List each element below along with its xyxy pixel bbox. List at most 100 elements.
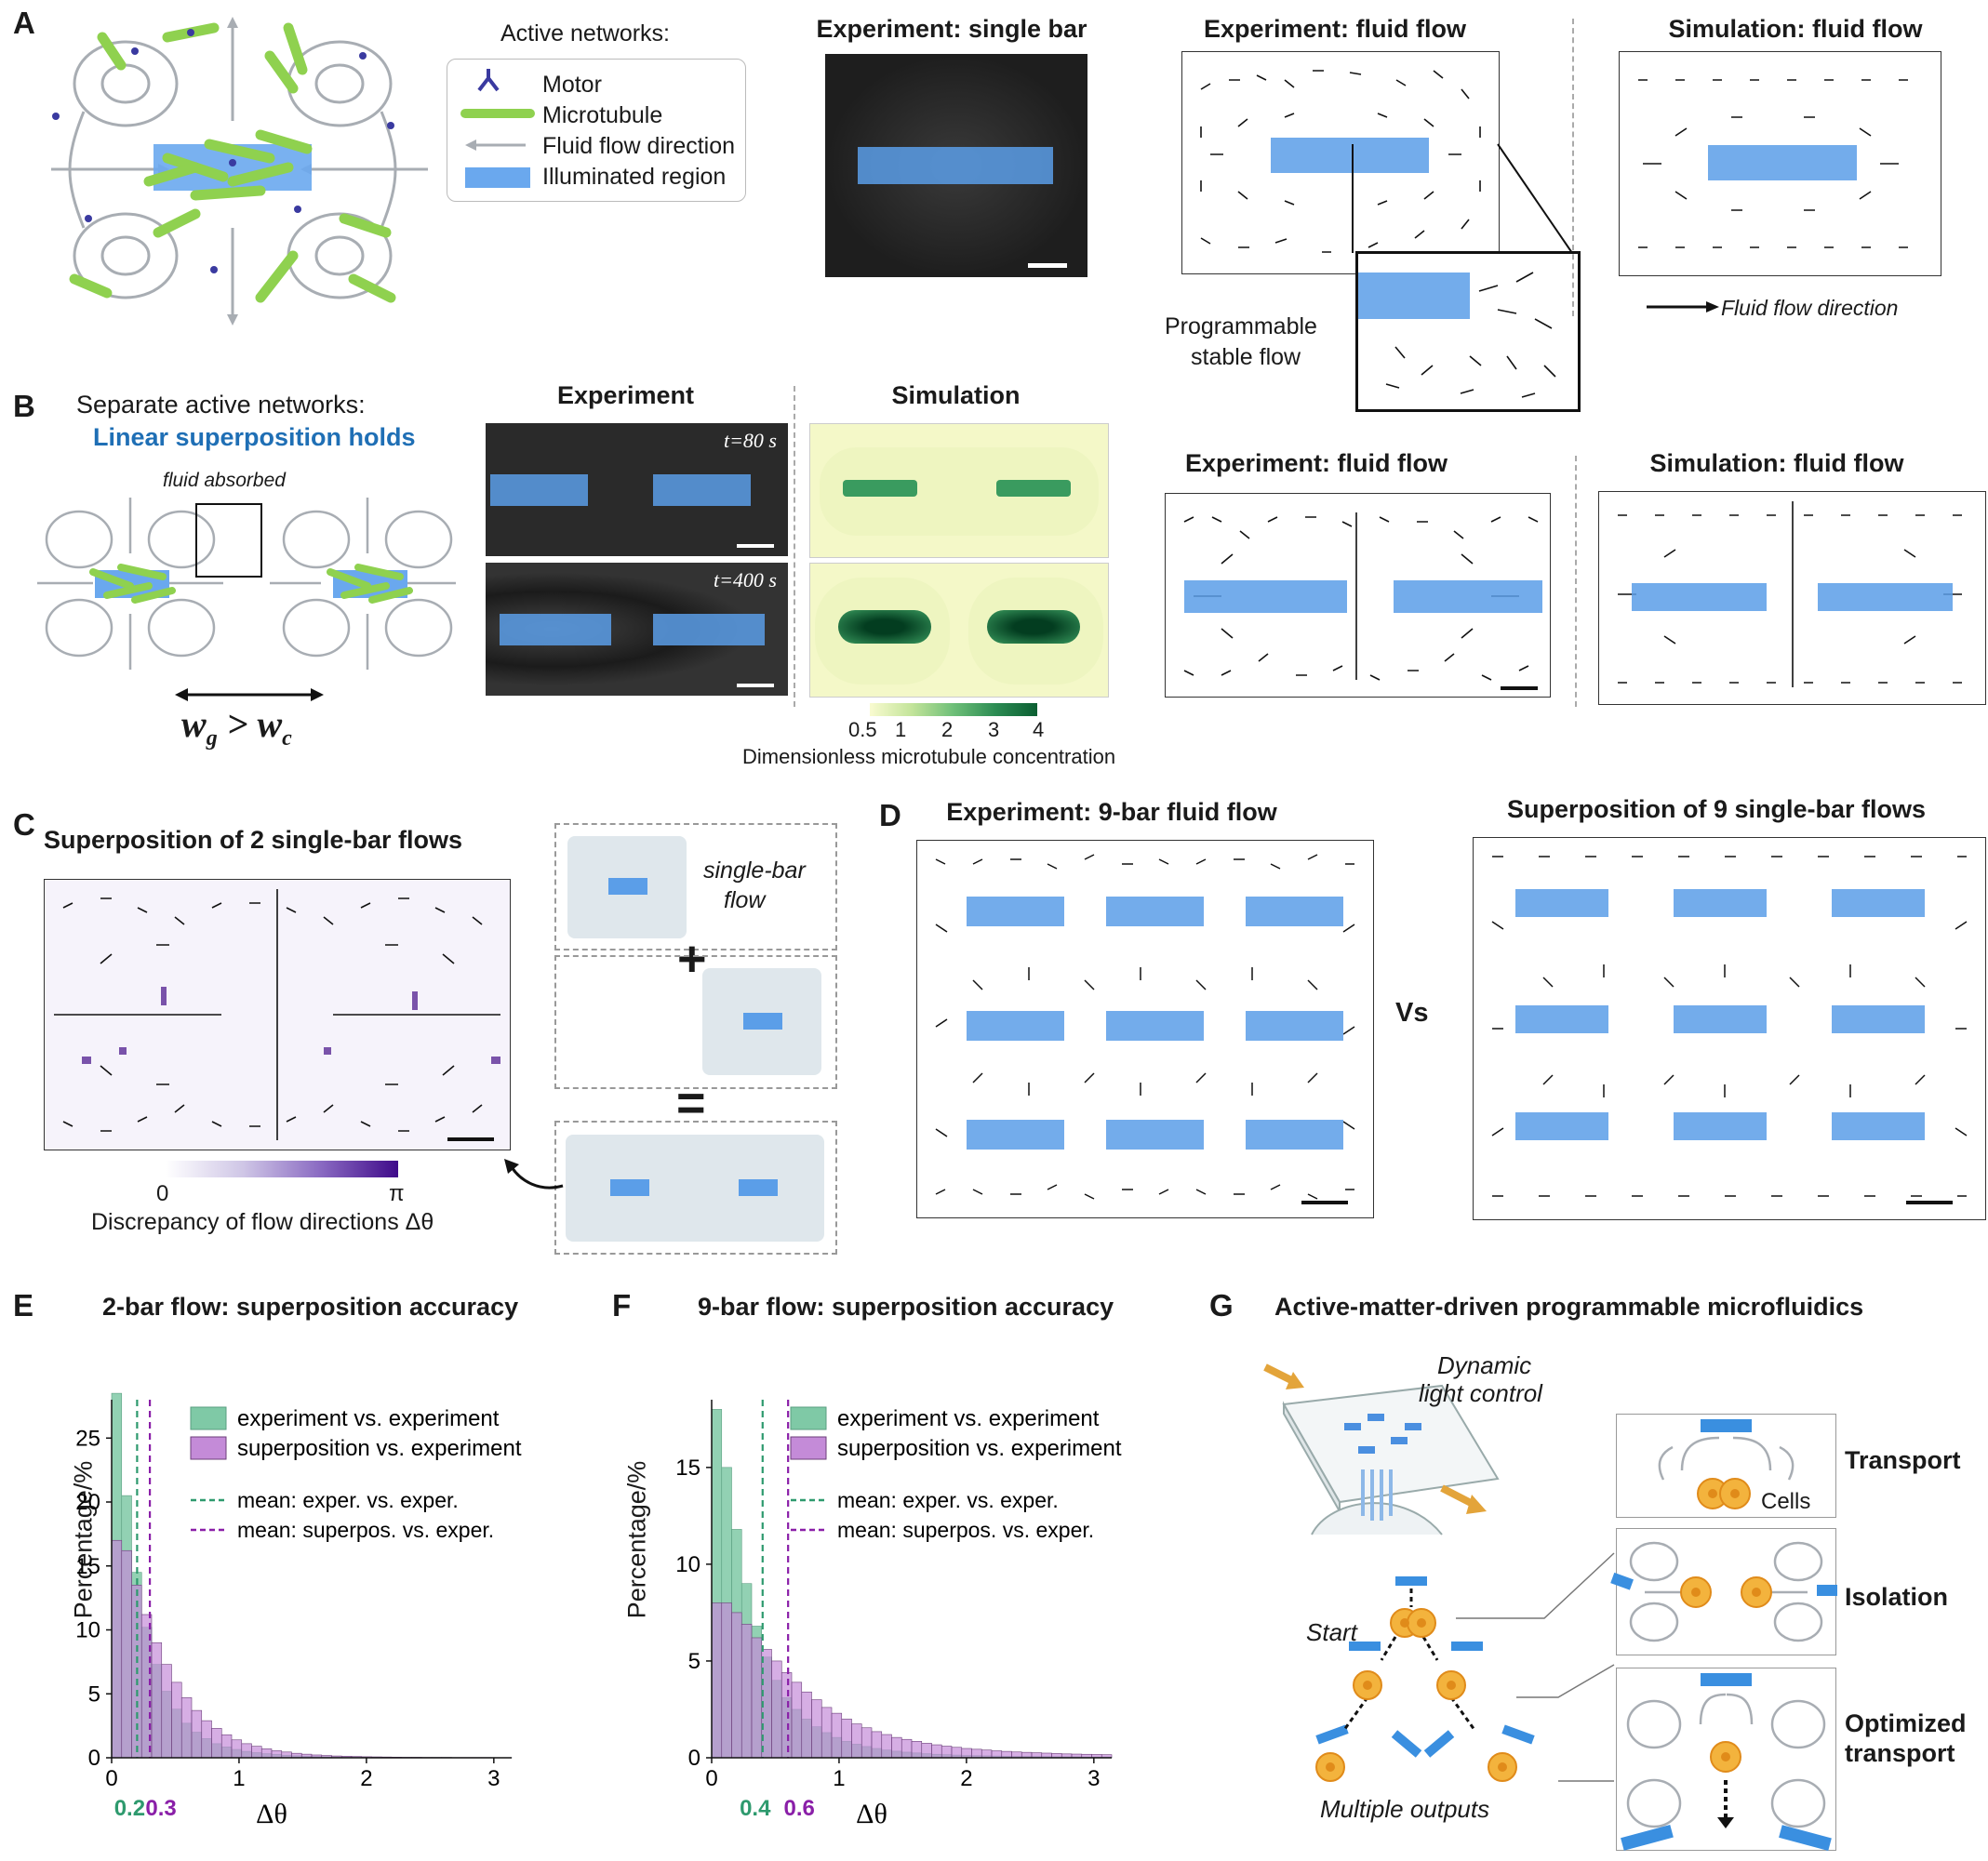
g-isolation-box [1610, 1528, 1837, 1655]
hist-bar-sup-4 [751, 1637, 763, 1759]
blue-rect-icon [465, 167, 530, 188]
microtubule-icon [460, 109, 535, 118]
hist-bar-sup-9 [201, 1720, 212, 1759]
hist-bar-sup-5 [161, 1664, 172, 1759]
hist-bar-sup-17 [281, 1751, 292, 1759]
x-tick-label: 0 [705, 1766, 717, 1791]
a-inset [1355, 251, 1581, 412]
inset-label-1: Programmable [1165, 313, 1317, 339]
hist-bar-sup-8 [191, 1709, 203, 1759]
legend-mean-exp-label: mean: exper. vs. exper. [837, 1488, 1059, 1512]
x-tick-label: 1 [833, 1766, 845, 1791]
hist-bar-sup-11 [821, 1707, 833, 1759]
hist-bar-sup-9 [801, 1691, 812, 1759]
c-single-bar-card-1: single-bar flow [554, 823, 837, 950]
hist-bar-sup-13 [241, 1743, 252, 1759]
hist-bar-sup-18 [891, 1736, 902, 1759]
g-transport-box: Cells [1616, 1414, 1836, 1518]
hist-bar-sup-13 [841, 1719, 852, 1759]
g-isolation-label: Isolation [1845, 1583, 1949, 1611]
y-tick-label: 15 [75, 1554, 100, 1579]
hist-bar-sup-11 [220, 1734, 233, 1759]
f-title: 9-bar flow: superposition accuracy [698, 1293, 1114, 1321]
x-axis-label: Δθ [856, 1799, 887, 1829]
g-dynamic-2: light control [1419, 1379, 1542, 1407]
title-a-sim-flow: Simulation: fluid flow [1668, 15, 1923, 43]
legend-microtubule: Microtubule [542, 102, 663, 128]
f-chart: 0 1 2 3 0 5 10 15 0.4 0.6 Δθ experiment vs. experim… [675, 1400, 1122, 1829]
panel-label-a: A [13, 6, 35, 40]
hist-bar-sup-8 [791, 1682, 803, 1759]
legend-sup-label: superposition vs. experiment [237, 1436, 522, 1461]
title-exp-single-bar: Experiment: single bar [816, 15, 1087, 43]
b-sim-image-2 [809, 563, 1109, 698]
hist-bar-sup-10 [211, 1728, 222, 1759]
c-cb-max: π [389, 1181, 405, 1206]
g-optimized-box [1616, 1668, 1836, 1852]
mean-value-label: 0.6 [783, 1796, 814, 1821]
inset-label-2: stable flow [1191, 344, 1301, 370]
hist-bar-sup-4 [151, 1642, 163, 1759]
c-plus: + [677, 931, 707, 987]
x-tick-label: 0 [105, 1766, 117, 1791]
y-tick-label: 5 [88, 1682, 100, 1707]
legend-illuminated: Illuminated region [542, 164, 727, 190]
hist-bar-sup-6 [771, 1660, 782, 1759]
hist-bar-sup-3 [740, 1624, 753, 1759]
hist-bar-sup-28 [991, 1750, 1003, 1759]
legend-title: Active networks: [500, 20, 671, 47]
y-tick-label: 15 [675, 1456, 700, 1481]
hist-bar-sup-15 [861, 1727, 873, 1759]
hist-bar-sup-22 [931, 1744, 942, 1759]
c-single-bar-card-2 [554, 955, 837, 1089]
hist-bar-sup-20 [911, 1741, 923, 1759]
c-title: Superposition of 2 single-bar flows [44, 826, 463, 854]
g-multiple: Multiple outputs [1320, 1795, 1490, 1823]
legend-mean-sup-label: mean: superpos. vs. exper. [837, 1518, 1094, 1542]
x-tick-label: 2 [360, 1766, 372, 1791]
title-a-exp-flow: Experiment: fluid flow [1203, 15, 1466, 43]
legend-mean-exp-label: mean: exper. vs. exper. [237, 1488, 459, 1512]
c-colorbar [166, 1161, 398, 1177]
g-connector-lines [1456, 1552, 1615, 1782]
x-tick-label: 3 [487, 1766, 500, 1791]
legend-swatch-sup [190, 1436, 227, 1460]
g-tree-schematic [1315, 1576, 1535, 1782]
hist-bar-sup-0 [711, 1602, 723, 1759]
hist-bar-sup-26 [971, 1748, 982, 1759]
panel-label-d: D [879, 798, 901, 832]
g-transport-label: Transport [1845, 1446, 1961, 1474]
a-sim-flow-field [1619, 51, 1941, 276]
d-exp-title: Experiment: 9-bar fluid flow [946, 798, 1277, 826]
panel-label-b: B [13, 389, 35, 423]
e-title: 2-bar flow: superposition accuracy [102, 1293, 519, 1321]
y-tick-label: 5 [688, 1649, 700, 1674]
hist-bar-sup-12 [831, 1712, 843, 1759]
wg-arrow [175, 688, 324, 701]
legend-box [447, 59, 746, 202]
hist-bar-sup-32 [1031, 1752, 1043, 1759]
separator-b2 [1575, 456, 1577, 707]
hist-bar-sup-23 [941, 1746, 953, 1759]
e-chart: 0 1 2 3 0 5 10 15 20 25 0.2 0.3 Δθ experiment vs. exp… [75, 1392, 522, 1829]
mean-value-label: 0.4 [740, 1796, 771, 1821]
y-tick-label: 10 [675, 1552, 700, 1577]
b-exp-image-80s: t=80 s [486, 423, 788, 556]
g-optimized-2: transport [1845, 1739, 1955, 1767]
hist-bar-sup-0 [111, 1539, 123, 1759]
x-tick-label: 2 [960, 1766, 972, 1791]
hist-bar-sup-29 [1001, 1750, 1012, 1759]
c-sum-card [554, 1121, 837, 1255]
panel-label-f: F [612, 1288, 632, 1323]
arrow-icon [465, 140, 526, 151]
b-sim-title: Simulation [891, 381, 1021, 409]
hist-bar-sup-21 [921, 1743, 932, 1759]
legend-sup-label: superposition vs. experiment [837, 1436, 1122, 1461]
c-cb-min: 0 [156, 1181, 169, 1206]
legend-flow: Fluid flow direction [542, 133, 736, 159]
hist-bar-sup-14 [251, 1746, 262, 1759]
b-colorbar-ticks: 0.5 1 2 3 4 [848, 718, 1045, 741]
b-exp-flow-field [1165, 493, 1551, 698]
b-colorbar [870, 703, 1037, 716]
c-flow-field [44, 879, 511, 1150]
